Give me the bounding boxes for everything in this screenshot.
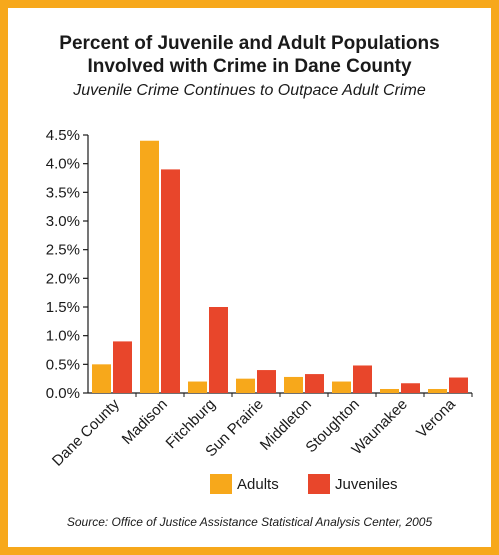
y-tick-label: 2.0% [46,270,80,287]
x-tick-label: Verona [413,395,459,441]
bar-juveniles [113,341,132,393]
bar-adults [380,388,399,393]
chart-title: Percent of Juvenile and Adult Population… [0,32,499,78]
legend-swatch-juveniles [308,474,330,494]
y-tick-label: 4.5% [46,127,80,144]
bar-adults [236,378,255,393]
bar-juveniles [257,370,276,393]
bar-juveniles [161,169,180,393]
bar-juveniles [449,377,468,393]
y-tick-label: 0.0% [46,385,80,402]
bar-juveniles [305,374,324,393]
chart-title-line1: Percent of Juvenile and Adult Population… [59,33,440,54]
y-tick-label: 0.5% [46,356,80,373]
bar-adults [140,140,159,393]
y-tick-label: 4.0% [46,156,80,173]
bar-adults [332,381,351,393]
legend-label-juveniles: Juveniles [335,476,398,493]
chart-subtitle: Juvenile Crime Continues to Outpace Adul… [73,82,426,99]
chart-source: Source: Office of Justice Assistance Sta… [66,515,433,529]
chart-title-line2: Involved with Crime in Dane County [87,56,412,77]
legend-label-adults: Adults [237,476,279,493]
y-tick-label: 3.5% [46,184,80,201]
y-tick-label: 1.0% [46,328,80,345]
bar-juveniles [209,307,228,393]
bar-adults [92,364,111,393]
y-tick-label: 2.5% [46,242,80,259]
bar-juveniles [353,365,372,393]
bar-juveniles [401,383,420,393]
bar-adults [428,388,447,393]
legend-swatch-adults [210,474,232,494]
bar-adults [188,381,207,393]
y-tick-label: 1.5% [46,299,80,316]
x-tick-label: Dane County [49,395,123,469]
y-tick-label: 3.0% [46,213,80,230]
bar-adults [284,376,303,393]
